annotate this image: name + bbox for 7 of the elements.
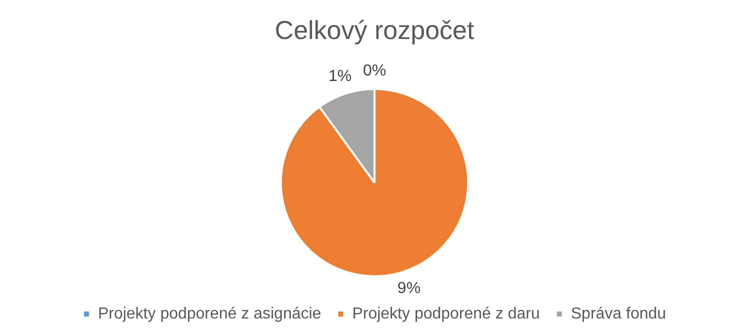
data-label: 1% (328, 68, 352, 85)
chart-title: Celkový rozpočet (274, 14, 475, 45)
legend-label: Projekty podporené z asignácie (98, 305, 322, 322)
data-label: 9% (397, 280, 421, 298)
legend-label: Správa fondu (570, 305, 666, 322)
text: 0% (362, 62, 386, 80)
legend-label: Projekty podporené z daru (352, 305, 540, 322)
